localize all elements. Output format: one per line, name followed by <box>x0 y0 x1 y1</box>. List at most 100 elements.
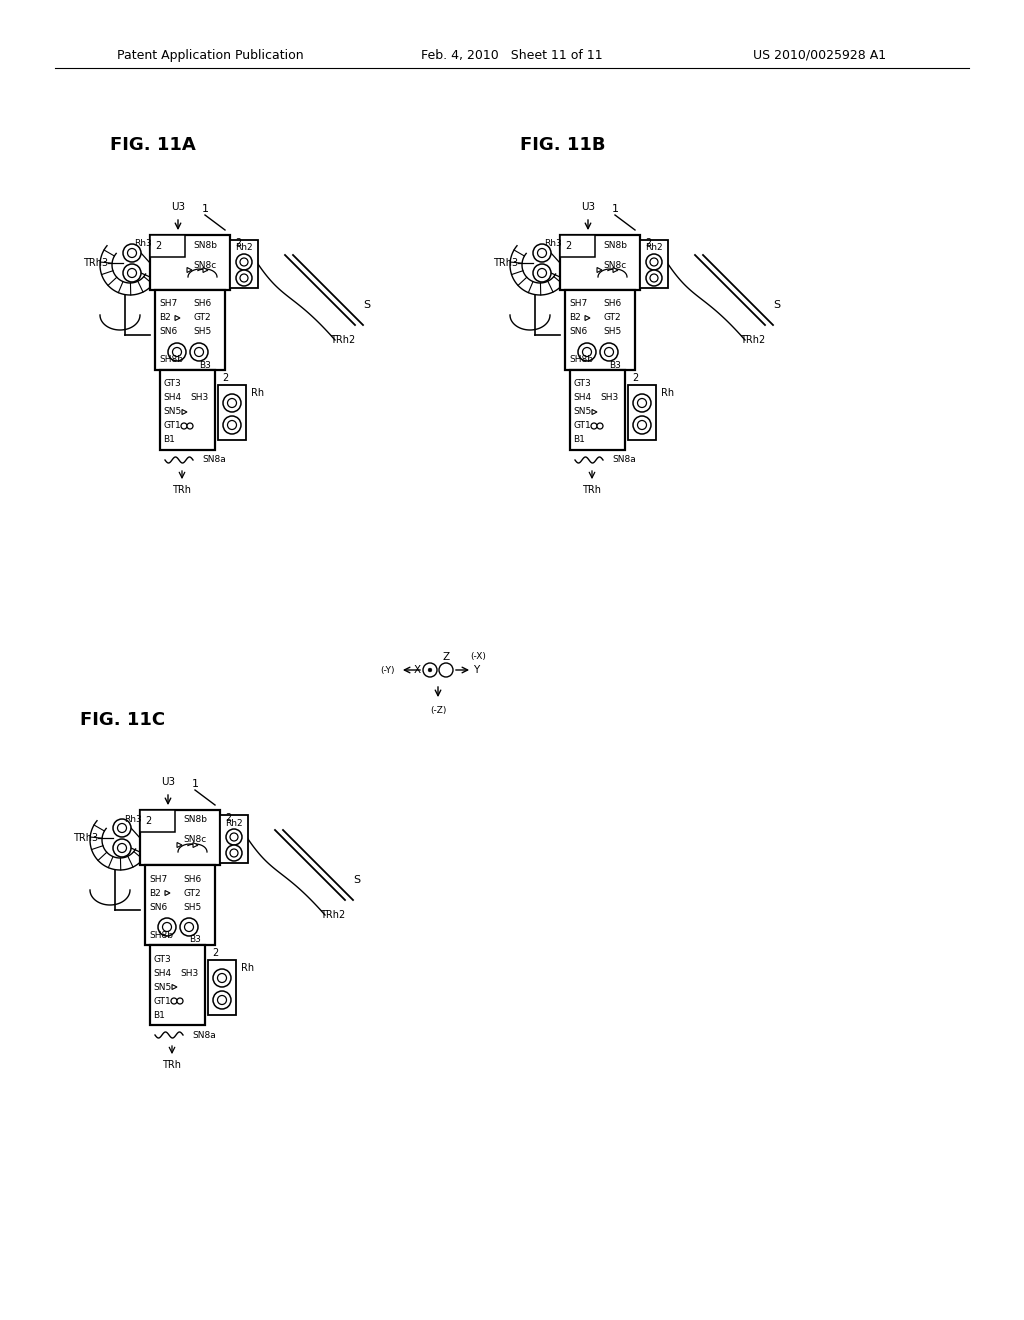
Circle shape <box>217 974 226 982</box>
Text: 2: 2 <box>632 374 638 383</box>
Text: B1: B1 <box>573 436 585 445</box>
Text: TRh: TRh <box>163 1060 181 1071</box>
Text: SN8c: SN8c <box>603 260 627 269</box>
Circle shape <box>534 264 551 282</box>
Text: SH7: SH7 <box>569 300 587 309</box>
Circle shape <box>113 818 131 837</box>
Polygon shape <box>203 268 208 272</box>
Text: 1: 1 <box>611 205 618 214</box>
Circle shape <box>184 923 194 932</box>
Text: (-Z): (-Z) <box>430 705 446 714</box>
Polygon shape <box>165 891 170 895</box>
Circle shape <box>650 275 658 282</box>
Polygon shape <box>177 842 182 847</box>
Text: SN6: SN6 <box>569 327 587 337</box>
Text: (-X): (-X) <box>470 652 486 661</box>
Text: SH6: SH6 <box>603 300 622 309</box>
Circle shape <box>118 843 127 853</box>
Text: FIG. 11A: FIG. 11A <box>110 136 196 154</box>
Text: SH5: SH5 <box>193 327 211 337</box>
Text: US 2010/0025928 A1: US 2010/0025928 A1 <box>754 49 887 62</box>
Text: TRh: TRh <box>172 484 191 495</box>
Text: GT1: GT1 <box>573 421 591 430</box>
Text: SH3: SH3 <box>180 969 199 978</box>
Circle shape <box>591 422 597 429</box>
Circle shape <box>223 393 241 412</box>
Circle shape <box>217 995 226 1005</box>
Text: TRh2: TRh2 <box>330 335 355 345</box>
Circle shape <box>118 824 127 833</box>
Text: Y: Y <box>473 665 479 675</box>
Text: GT3: GT3 <box>163 380 181 388</box>
Text: TRh3: TRh3 <box>83 257 108 268</box>
Text: SH5: SH5 <box>183 903 202 912</box>
Text: SH8b: SH8b <box>159 355 183 364</box>
Circle shape <box>227 399 237 408</box>
Text: SN8b: SN8b <box>603 240 627 249</box>
Circle shape <box>123 264 141 282</box>
Text: B2: B2 <box>159 314 171 322</box>
Bar <box>140 810 175 832</box>
Text: Rh3: Rh3 <box>544 239 562 248</box>
Text: U3: U3 <box>171 202 185 213</box>
Text: SN6: SN6 <box>150 903 167 912</box>
Text: TRh3: TRh3 <box>73 833 98 843</box>
Text: SH4: SH4 <box>163 393 181 403</box>
Text: SN5: SN5 <box>163 408 181 417</box>
Text: B3: B3 <box>199 360 211 370</box>
Circle shape <box>168 343 186 360</box>
Text: 2: 2 <box>565 242 571 251</box>
Text: Rh: Rh <box>662 388 674 399</box>
Text: 2: 2 <box>155 242 161 251</box>
Text: SH6: SH6 <box>183 874 202 883</box>
Circle shape <box>638 399 646 408</box>
Text: GT3: GT3 <box>153 954 171 964</box>
Circle shape <box>633 393 651 412</box>
Text: TRh2: TRh2 <box>740 335 765 345</box>
Text: GT3: GT3 <box>573 380 591 388</box>
Text: GT2: GT2 <box>193 314 211 322</box>
Bar <box>218 385 246 440</box>
Text: SN8a: SN8a <box>612 455 636 465</box>
Bar <box>150 945 205 1026</box>
Polygon shape <box>613 268 618 272</box>
Text: X: X <box>414 665 421 675</box>
Text: B1: B1 <box>153 1011 165 1019</box>
Text: 2: 2 <box>225 813 231 822</box>
Text: SH5: SH5 <box>603 327 622 337</box>
Text: SN8c: SN8c <box>194 260 217 269</box>
Circle shape <box>428 668 432 672</box>
Text: SH3: SH3 <box>190 393 208 403</box>
Text: Patent Application Publication: Patent Application Publication <box>117 49 303 62</box>
Circle shape <box>190 343 208 360</box>
Text: SN8c: SN8c <box>183 836 207 845</box>
Circle shape <box>195 347 204 356</box>
Text: SN6: SN6 <box>159 327 177 337</box>
Text: GT2: GT2 <box>183 888 201 898</box>
Text: B1: B1 <box>163 436 175 445</box>
Text: Rh: Rh <box>251 388 264 399</box>
Text: Rh3: Rh3 <box>124 814 141 824</box>
Circle shape <box>230 849 238 857</box>
Circle shape <box>163 923 171 932</box>
Circle shape <box>236 253 252 271</box>
Text: 2: 2 <box>212 948 218 958</box>
Circle shape <box>187 422 193 429</box>
Circle shape <box>213 991 231 1008</box>
Circle shape <box>226 829 242 845</box>
Polygon shape <box>592 409 597 414</box>
Circle shape <box>638 421 646 429</box>
Text: Rh2: Rh2 <box>645 243 663 252</box>
Text: S: S <box>773 300 780 310</box>
Text: SH7: SH7 <box>150 874 167 883</box>
Text: B2: B2 <box>150 888 161 898</box>
Bar <box>628 385 656 440</box>
Text: SN8a: SN8a <box>193 1031 216 1040</box>
Polygon shape <box>172 985 177 990</box>
Text: SN5: SN5 <box>573 408 591 417</box>
Circle shape <box>583 347 592 356</box>
Text: 1: 1 <box>202 205 209 214</box>
Bar <box>570 370 625 450</box>
Circle shape <box>128 248 136 257</box>
Polygon shape <box>175 315 180 321</box>
